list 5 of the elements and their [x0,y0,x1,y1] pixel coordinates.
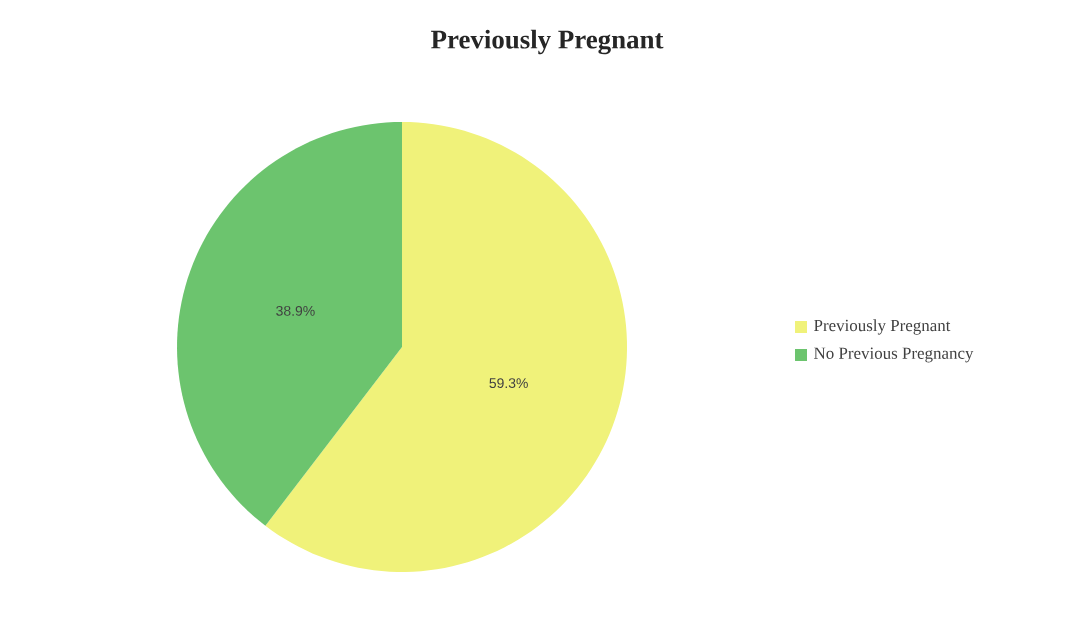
legend-label: Previously Pregnant [814,319,951,335]
data-label: 38.9% [276,305,315,316]
data-label: 59.3% [489,378,528,389]
chart-title: Previously Pregnant [431,29,664,55]
legend-label: No Previous Pregnancy [814,347,974,363]
